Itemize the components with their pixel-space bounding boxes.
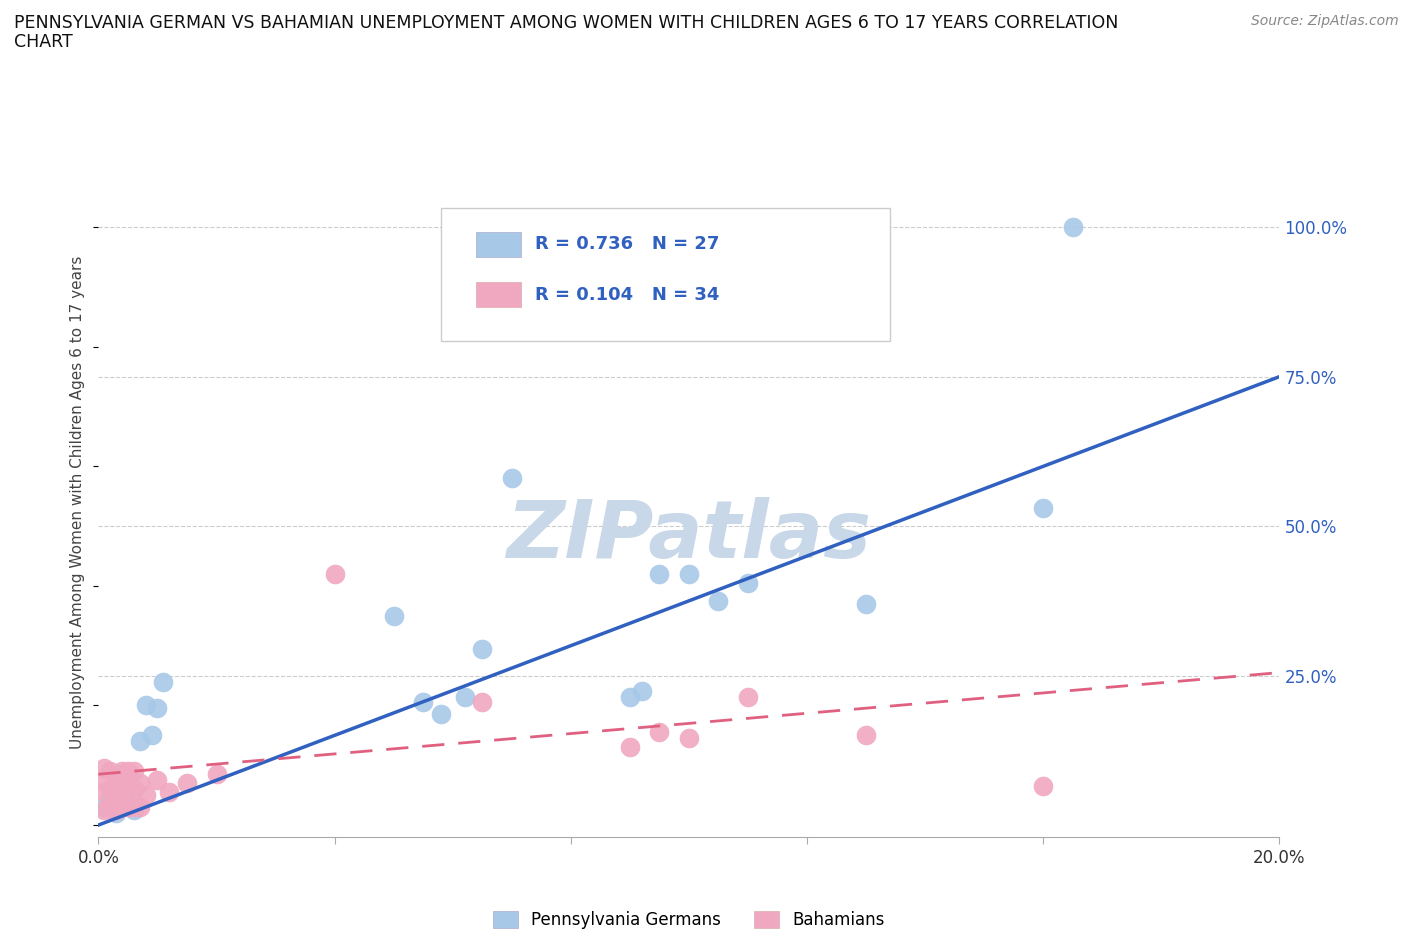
Point xyxy=(430,707,453,722)
Point xyxy=(678,731,700,746)
Point xyxy=(737,576,759,591)
Point xyxy=(157,785,180,800)
Point xyxy=(105,782,128,797)
Point xyxy=(117,776,139,790)
Point xyxy=(648,725,671,740)
Point xyxy=(630,683,652,698)
Point xyxy=(1032,778,1054,793)
Point xyxy=(105,788,128,803)
Point xyxy=(707,593,730,608)
Point xyxy=(176,776,198,790)
Y-axis label: Unemployment Among Women with Children Ages 6 to 17 years: Unemployment Among Women with Children A… xyxy=(70,256,86,749)
Point xyxy=(93,761,115,776)
Point xyxy=(648,566,671,581)
Point xyxy=(152,674,174,689)
Point xyxy=(382,608,405,623)
Point xyxy=(678,566,700,581)
Point xyxy=(98,764,121,778)
Text: ZIPatlas: ZIPatlas xyxy=(506,497,872,575)
Point xyxy=(471,695,494,710)
Point xyxy=(122,800,145,815)
Point xyxy=(323,566,346,581)
Point xyxy=(128,800,150,815)
Point xyxy=(122,803,145,817)
Point xyxy=(111,766,134,781)
Point xyxy=(98,782,121,797)
Point xyxy=(135,788,157,803)
FancyBboxPatch shape xyxy=(441,207,890,341)
Point xyxy=(93,773,115,788)
Point xyxy=(105,805,128,820)
Point xyxy=(105,773,128,788)
Point xyxy=(619,740,641,755)
Text: Source: ZipAtlas.com: Source: ZipAtlas.com xyxy=(1251,14,1399,28)
Point xyxy=(111,764,134,778)
Point xyxy=(93,800,115,815)
Point xyxy=(105,803,128,817)
Point xyxy=(501,471,523,485)
FancyBboxPatch shape xyxy=(477,282,522,307)
Point xyxy=(98,790,121,805)
Point xyxy=(1062,219,1084,234)
Point xyxy=(453,689,475,704)
Point xyxy=(117,800,139,815)
Point xyxy=(122,782,145,797)
Text: R = 0.736   N = 27: R = 0.736 N = 27 xyxy=(536,235,720,253)
Legend: Pennsylvania Germans, Bahamians: Pennsylvania Germans, Bahamians xyxy=(486,904,891,930)
Point xyxy=(93,785,115,800)
Point xyxy=(128,776,150,790)
Point xyxy=(98,800,121,815)
Point xyxy=(146,701,169,716)
Point xyxy=(619,689,641,704)
Point xyxy=(122,764,145,778)
Point xyxy=(855,728,877,743)
Text: R = 0.104   N = 34: R = 0.104 N = 34 xyxy=(536,286,720,303)
Point xyxy=(855,596,877,611)
Point xyxy=(117,782,139,797)
Point xyxy=(111,782,134,797)
Point xyxy=(111,800,134,815)
Point xyxy=(93,803,115,817)
FancyBboxPatch shape xyxy=(477,232,522,257)
Point xyxy=(117,764,139,778)
Point xyxy=(737,689,759,704)
Point xyxy=(205,766,228,781)
Point xyxy=(141,728,163,743)
Point xyxy=(412,695,434,710)
Point xyxy=(471,642,494,657)
Point xyxy=(146,773,169,788)
Point xyxy=(1032,500,1054,515)
Text: PENNSYLVANIA GERMAN VS BAHAMIAN UNEMPLOYMENT AMONG WOMEN WITH CHILDREN AGES 6 TO: PENNSYLVANIA GERMAN VS BAHAMIAN UNEMPLOY… xyxy=(14,14,1118,32)
Text: CHART: CHART xyxy=(14,33,73,50)
Point xyxy=(128,734,150,749)
Point xyxy=(135,698,157,713)
